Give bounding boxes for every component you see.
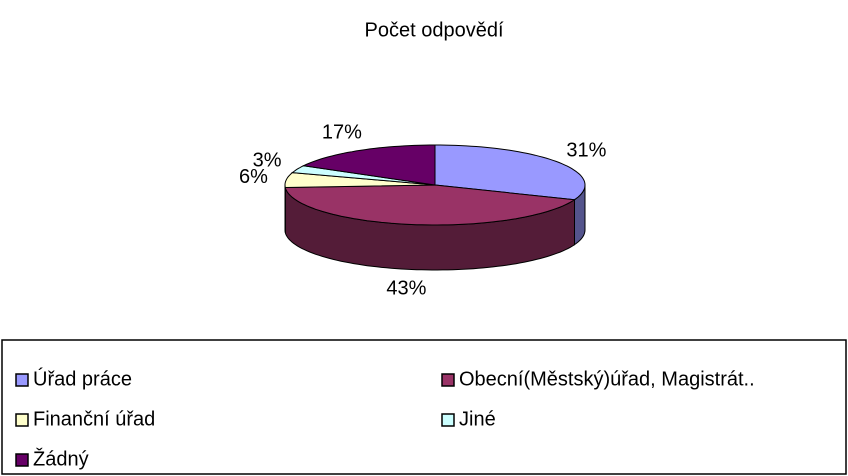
slice (434, 144, 586, 246)
slice (301, 144, 436, 186)
slice-top (284, 184, 576, 226)
data-label: 6% (239, 166, 268, 188)
slice (284, 172, 436, 233)
legend-swatch (15, 413, 29, 427)
data-label: 3% (253, 149, 282, 171)
legend-label: Úřad práce (33, 367, 132, 390)
slice-top (434, 144, 586, 201)
slice (284, 184, 576, 271)
data-label: 17% (322, 122, 362, 144)
data-label: 43% (386, 278, 426, 300)
legend-swatch (15, 373, 29, 387)
slice-top (284, 172, 436, 189)
legend-label: Obecní(Městský)úřad, Magistrát.. (459, 368, 755, 390)
chart-title: Počet odpovědí (365, 19, 504, 41)
legend-label: Žádný (33, 447, 89, 470)
legend-label: Finanční úřad (33, 408, 155, 430)
legend-swatch (441, 413, 455, 427)
slice-top (301, 144, 436, 186)
legend-swatch (441, 373, 455, 387)
legend-box (1, 339, 847, 475)
legend-swatch (15, 453, 29, 467)
legend-label: Jiné (459, 408, 496, 430)
data-label: 31% (566, 140, 606, 162)
